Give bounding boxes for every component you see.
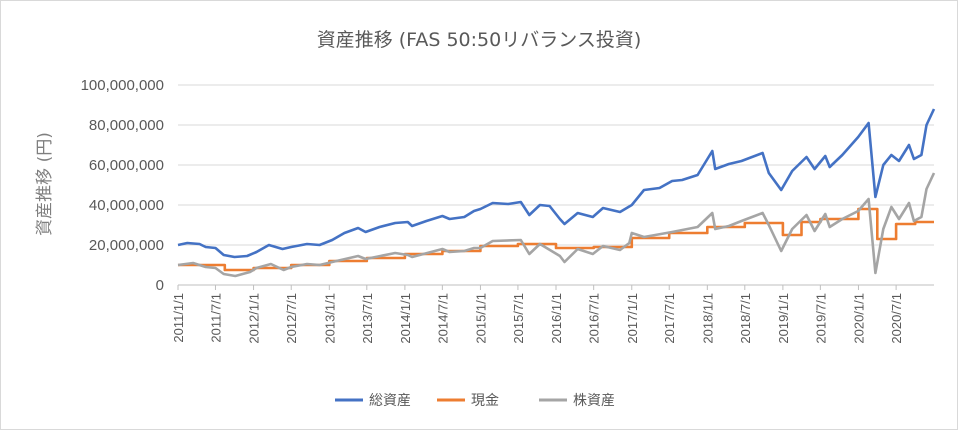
x-tick-label: 2012/7/1	[284, 293, 299, 344]
x-tick-label: 2018/1/1	[700, 293, 715, 344]
y-tick-label: 100,000,000	[81, 77, 164, 94]
x-tick-label: 2013/7/1	[360, 293, 375, 344]
series-line-total-assets	[177, 108, 936, 259]
x-tick-label: 2020/7/1	[889, 293, 904, 344]
x-tick-label: 2017/7/1	[662, 293, 677, 344]
legend-item: 株資産	[539, 393, 615, 409]
y-tick-label: 60,000,000	[89, 157, 164, 174]
x-tick-label: 2014/7/1	[435, 293, 450, 344]
x-tick-label: 2014/1/1	[398, 293, 413, 344]
y-tick-label: 20,000,000	[89, 237, 164, 254]
x-tick-label: 2011/7/1	[208, 293, 223, 343]
x-tick-label: 2015/1/1	[473, 293, 488, 344]
legend-item: 総資産	[335, 393, 411, 409]
x-tick-label: 2020/1/1	[851, 293, 866, 344]
x-tick-label: 2016/7/1	[587, 293, 602, 344]
x-tick-label: 2015/7/1	[511, 293, 526, 344]
x-tick-label: 2016/1/1	[549, 293, 564, 344]
legend-label: 総資産	[369, 393, 411, 409]
series-line-stock-assets	[177, 172, 936, 278]
x-tick-label: 2017/1/1	[625, 293, 640, 344]
y-tick-label: 80,000,000	[89, 117, 164, 134]
x-tick-label: 2012/1/1	[247, 293, 262, 344]
chart-title: 資産推移 (FAS 50:50リバランス投資)	[317, 29, 642, 51]
x-tick-label: 2019/1/1	[776, 293, 791, 344]
series-lines	[177, 108, 936, 278]
y-tick-label: 40,000,000	[89, 197, 164, 214]
y-axis-title: 資産推移 (円)	[35, 132, 55, 236]
legend: 総資産 現金 株資産	[335, 393, 615, 409]
legend-label: 現金	[471, 393, 499, 409]
x-axis: 2011/1/1 2011/7/1 2012/1/1 2012/7/1 2013/1/1…	[171, 285, 904, 344]
x-tick-label: 2013/1/1	[322, 293, 337, 344]
legend-label: 株資産	[573, 393, 615, 409]
x-tick-label: 2019/7/1	[813, 293, 828, 344]
y-tick-label: 0	[156, 277, 164, 294]
legend-item: 現金	[437, 393, 499, 409]
y-axis: 0 20,000,000 40,000,000 60,000,000 80,000,00…	[81, 77, 164, 294]
x-tick-label: 2018/7/1	[738, 293, 753, 344]
x-tick-label: 2011/1/1	[171, 293, 186, 343]
